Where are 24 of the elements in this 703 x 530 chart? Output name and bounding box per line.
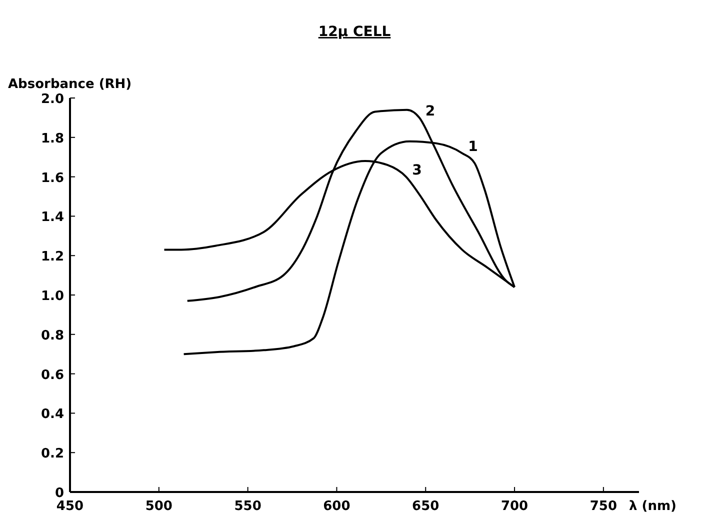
x-tick-label: 550 [234,499,262,514]
x-axis-title: λ (nm) [629,499,676,514]
y-tick-label: 0.6 [40,368,64,383]
x-tick-label: 600 [323,499,350,514]
y-tick-label: 1.0 [40,289,64,304]
x-tick-label: 450 [56,499,84,514]
y-tick-label: 1.6 [40,170,64,186]
x-tick-label: 700 [500,499,528,514]
series-label: 3 [412,162,422,179]
x-tick-label: 500 [145,499,172,514]
y-tick-label: 1.2 [40,250,64,265]
y-tick-label: 1.4 [40,210,64,226]
y-tick-label: 2.0 [40,92,64,107]
chart-title: 12μ CELL [318,24,391,40]
x-tick-label: 750 [590,499,618,514]
series-label: 1 [468,138,478,155]
y-axis-title: Absorbance (RH) [8,77,132,92]
series-label: 2 [425,104,436,120]
y-tick-label: 0.8 [40,328,64,344]
y-tick-label: 1.8 [40,131,64,146]
y-tick-label: 0.4 [40,407,64,422]
x-tick-label: 650 [412,499,440,514]
y-tick-label: 0.2 [40,446,64,462]
y-tick-label: 0 [54,486,64,501]
